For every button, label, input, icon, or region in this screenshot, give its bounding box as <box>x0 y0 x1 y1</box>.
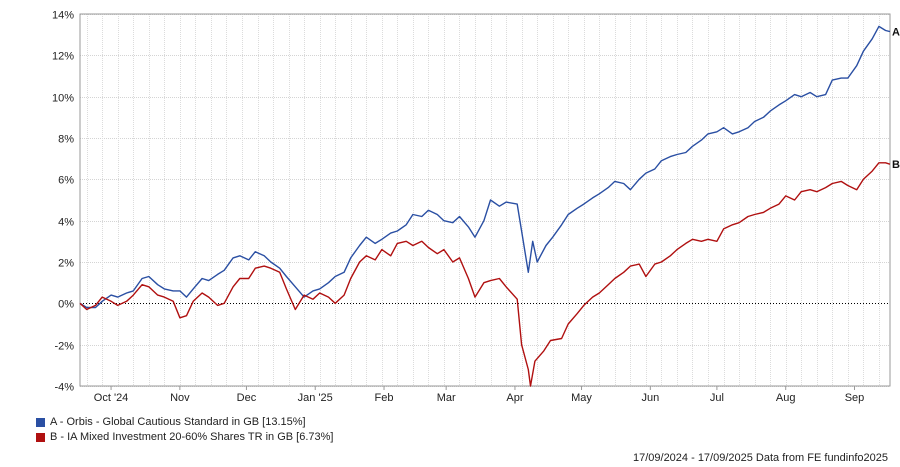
y-tick-label: 12% <box>52 51 74 63</box>
x-tick-label: Feb <box>375 392 394 404</box>
y-tick-label: -4% <box>54 382 74 394</box>
y-tick-label: 0% <box>58 299 74 311</box>
x-tick-label: Jul <box>710 392 724 404</box>
series-line-b <box>79 162 891 387</box>
y-tick-label: 10% <box>52 93 74 105</box>
axes: 14% 12% 10% 8% 6% 4% 2% 0% -2% -4% Oct '24 Nov Dec Ja… <box>52 10 891 404</box>
plot-frame <box>79 13 891 387</box>
series-end-labels: AB <box>892 27 900 172</box>
x-tick-label: Dec <box>237 392 257 404</box>
performance-chart: 14% 12% 10% 8% 6% 4% 2% 0% -2% -4% Oct '24 Nov Dec Ja… <box>52 10 900 405</box>
x-tick-label: Apr <box>506 392 523 404</box>
legend: A - Orbis - Global Cautious Standard in … <box>36 415 333 445</box>
legend-label-b: B - IA Mixed Investment 20-60% Shares TR… <box>50 431 334 443</box>
x-tick-label: Oct '24 <box>94 392 129 404</box>
x-tick-label: May <box>571 392 592 404</box>
series-lines <box>79 25 891 387</box>
x-tick-label: Aug <box>776 392 796 404</box>
y-tick-label: 6% <box>58 175 74 187</box>
y-tick-label: 14% <box>52 10 74 22</box>
y-tick-label: 4% <box>58 217 74 229</box>
x-tick-label: Jun <box>641 392 659 404</box>
legend-label-a: A - Orbis - Global Cautious Standard in … <box>50 416 306 428</box>
x-tick-label: Mar <box>437 392 456 404</box>
legend-swatch-b <box>36 433 45 442</box>
x-tick-label: Sep <box>845 392 865 404</box>
legend-item-a: A - Orbis - Global Cautious Standard in … <box>36 415 333 430</box>
data-source-footer: 17/09/2024 - 17/09/2025 Data from FE fun… <box>632 452 888 464</box>
y-tick-label: 2% <box>58 258 74 270</box>
y-tick-label: -2% <box>54 341 74 353</box>
series-end-label-b: B <box>892 159 900 171</box>
legend-swatch-a <box>36 418 45 427</box>
series-end-label-a: A <box>892 27 900 39</box>
x-tick-label: Nov <box>170 392 190 404</box>
grid <box>80 14 890 387</box>
legend-item-b: B - IA Mixed Investment 20-60% Shares TR… <box>36 430 333 445</box>
x-tick-label: Jan '25 <box>298 392 333 404</box>
series-line-a <box>79 25 891 309</box>
y-tick-label: 8% <box>58 134 74 146</box>
